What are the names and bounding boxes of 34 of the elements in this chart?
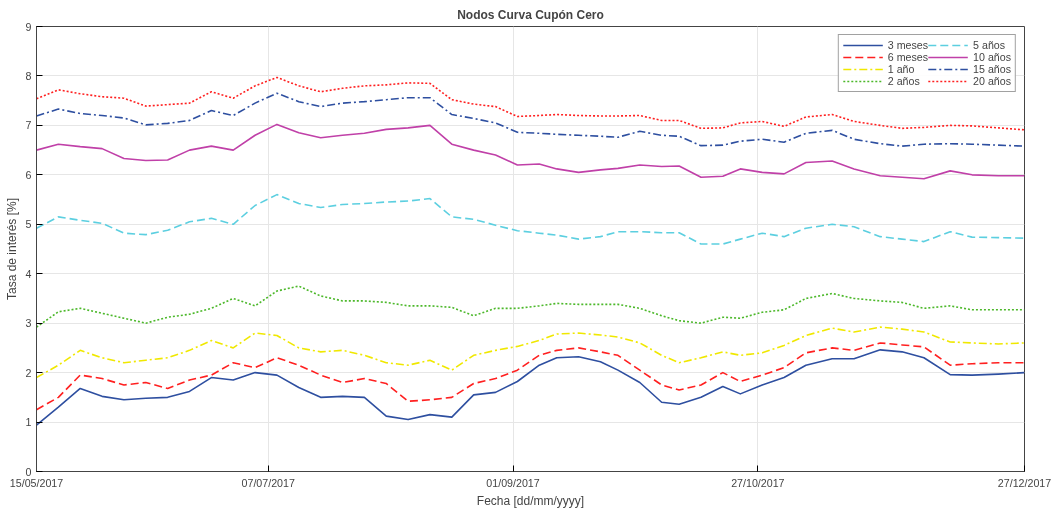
y-tick-label: 4 <box>25 267 32 280</box>
line-series <box>36 193 1025 245</box>
x-tick-label: 27/10/2017 <box>731 476 785 489</box>
legend-label: 2 años <box>887 75 920 87</box>
y-tick-label: 3 <box>25 317 32 330</box>
x-tick-label: 01/09/2017 <box>486 476 540 489</box>
y-tick-label: 7 <box>25 119 32 132</box>
line-series <box>36 123 1025 180</box>
x-axis-title: Fecha [dd/mm/yyyy] <box>476 493 585 508</box>
x-tick-label: 27/12/2017 <box>997 476 1052 489</box>
legend-label: 6 meses <box>887 51 929 63</box>
line-series <box>36 92 1025 147</box>
legend-label: 15 años <box>973 63 1011 75</box>
legend-label: 5 años <box>973 39 1006 51</box>
legend-label: 20 años <box>973 75 1011 87</box>
line-series <box>36 326 1025 379</box>
chart-title: Nodos Curva Cupón Cero <box>457 7 604 22</box>
x-tick-label: 07/07/2017 <box>241 476 295 489</box>
line-series <box>36 76 1025 131</box>
legend-label: 1 año <box>887 63 915 75</box>
y-tick-label: 8 <box>25 69 32 82</box>
legend-label: 3 meses <box>887 39 929 51</box>
line-series <box>36 342 1025 411</box>
line-series <box>36 285 1025 328</box>
y-tick-label: 0 <box>25 465 32 478</box>
y-tick-label: 9 <box>25 20 32 33</box>
legend-label: 10 años <box>973 51 1011 63</box>
y-tick-label: 6 <box>25 168 32 181</box>
line-series <box>36 349 1025 426</box>
y-tick-label: 2 <box>25 366 32 379</box>
y-tick-label: 5 <box>25 218 32 231</box>
y-axis-title: Tasa de interés [%] <box>4 197 19 301</box>
y-tick-label: 1 <box>25 416 32 429</box>
x-tick-label: 15/05/2017 <box>9 476 64 489</box>
